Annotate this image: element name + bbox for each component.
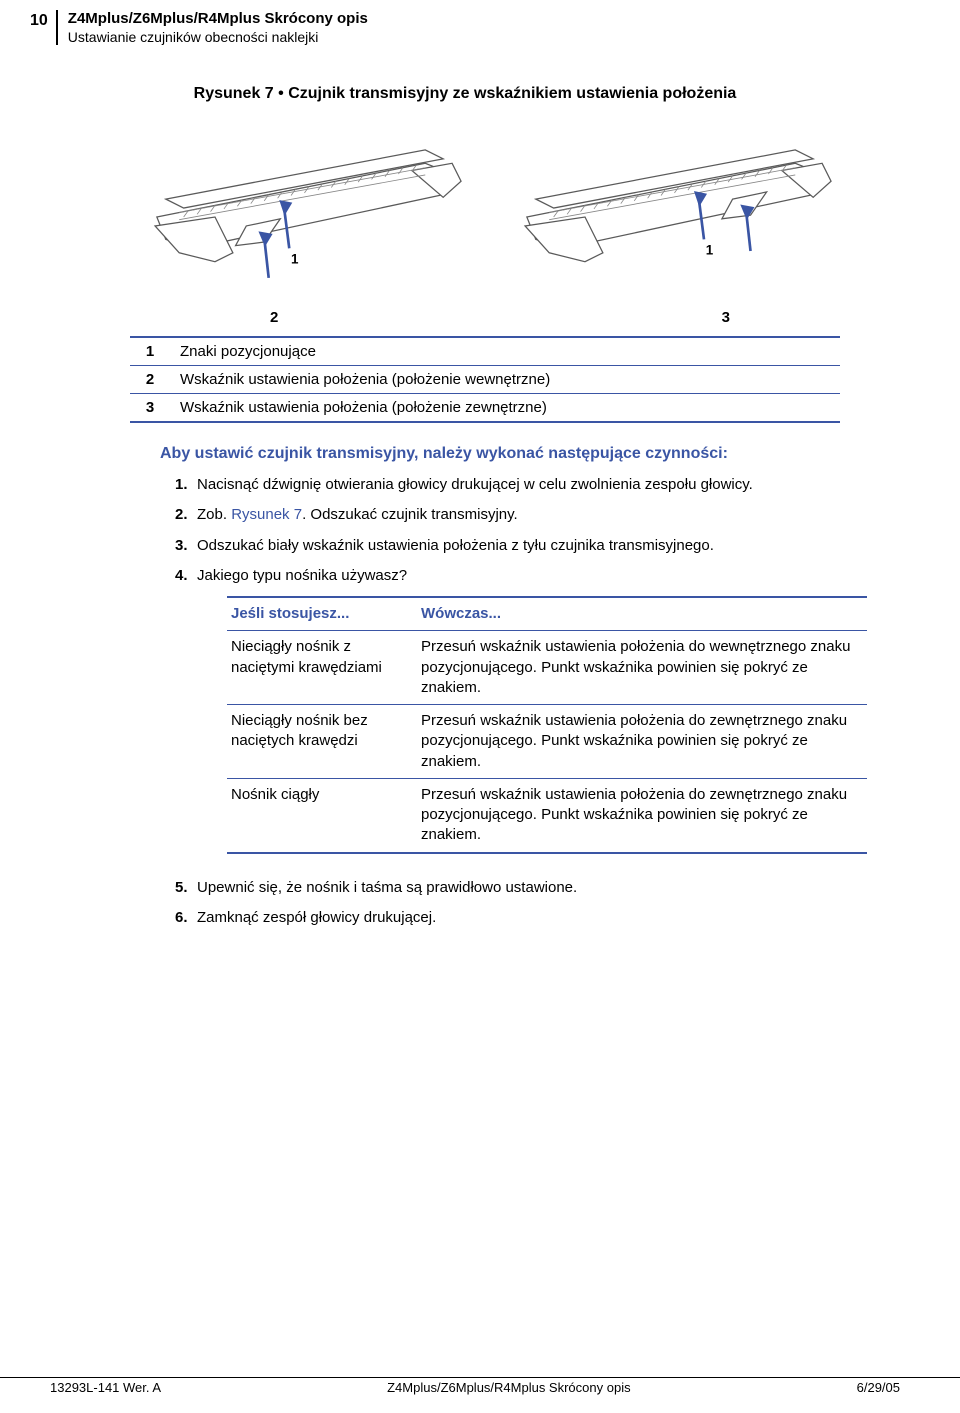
footer-left: 13293L-141 Wer. A bbox=[50, 1378, 161, 1395]
table-cell: Przesuń wskaźnik ustawienia położenia do… bbox=[417, 705, 867, 779]
table-cell: Przesuń wskaźnik ustawienia położenia do… bbox=[417, 778, 867, 852]
figure-title: Rysunek 7 • Czujnik transmisyjny ze wska… bbox=[30, 85, 900, 103]
table-cell: Nieciągły nośnik bez naciętych krawędzi bbox=[227, 705, 417, 779]
step-text: Zamknąć zespół głowicy drukującej. bbox=[197, 908, 840, 928]
page-number: 10 bbox=[30, 10, 56, 30]
step-suffix: . Odszukać czujnik transmisyjny. bbox=[302, 506, 518, 523]
legend-num: 2 bbox=[130, 366, 170, 394]
section-heading: Aby ustawić czujnik transmisyjny, należy… bbox=[160, 445, 900, 463]
figure-legend-table: 1 Znaki pozycjonujące 2 Wskaźnik ustawie… bbox=[130, 336, 840, 423]
step-text: Zob. Rysunek 7. Odszukać czujnik transmi… bbox=[197, 505, 840, 525]
list-item: 3. Odszukać biały wskaźnik ustawienia po… bbox=[175, 536, 840, 556]
list-item: 1. Nacisnąć dźwignię otwierania głowicy … bbox=[175, 475, 840, 495]
step-text: Upewnić się, że nośnik i taśma są prawid… bbox=[197, 878, 840, 898]
list-item: 6. Zamknąć zespół głowicy drukującej. bbox=[175, 908, 840, 928]
step-number: 5. bbox=[175, 878, 197, 898]
step-text: Odszukać biały wskaźnik ustawienia położ… bbox=[197, 536, 840, 556]
legend-num: 1 bbox=[130, 337, 170, 366]
document-subtitle: Ustawianie czujników obecności naklejki bbox=[68, 29, 368, 45]
table-cell: Przesuń wskaźnik ustawienia położenia do… bbox=[417, 631, 867, 705]
step-prefix: Zob. bbox=[197, 506, 231, 523]
table-header: Jeśli stosujesz... bbox=[227, 597, 417, 631]
sensor-diagram-icon: 1 bbox=[130, 117, 470, 317]
figure-diagrams: 1 bbox=[30, 117, 900, 326]
document-title: Z4Mplus/Z6Mplus/R4Mplus Skrócony opis bbox=[68, 10, 368, 27]
page-header: 10 Z4Mplus/Z6Mplus/R4Mplus Skrócony opis… bbox=[30, 10, 900, 45]
figure-cross-ref[interactable]: Rysunek 7 bbox=[231, 506, 302, 523]
legend-text: Wskaźnik ustawienia położenia (położenie… bbox=[170, 366, 840, 394]
step-number: 2. bbox=[175, 505, 197, 525]
diagram-left: 1 bbox=[130, 117, 470, 317]
legend-text: Wskaźnik ustawienia położenia (położenie… bbox=[170, 394, 840, 423]
step-number: 3. bbox=[175, 536, 197, 556]
step-number: 4. bbox=[175, 566, 197, 868]
table-cell: Nieciągły nośnik z naciętymi krawędziami bbox=[227, 631, 417, 705]
table-cell: Nośnik ciągły bbox=[227, 778, 417, 852]
footer-center: Z4Mplus/Z6Mplus/R4Mplus Skrócony opis bbox=[387, 1378, 630, 1395]
condition-table: Jeśli stosujesz... Wówczas... Nieciągły … bbox=[227, 596, 867, 854]
step-text: Jakiego typu nośnika używasz? bbox=[197, 566, 867, 586]
procedure-list: 1. Nacisnąć dźwignię otwierania głowicy … bbox=[175, 475, 840, 928]
step-number: 1. bbox=[175, 475, 197, 495]
step-number: 6. bbox=[175, 908, 197, 928]
diagram-right: 1 bbox=[500, 117, 840, 317]
footer-right: 6/29/05 bbox=[857, 1378, 900, 1395]
callout-label: 1 bbox=[291, 252, 299, 267]
table-header: Wówczas... bbox=[417, 597, 867, 631]
legend-text: Znaki pozycjonujące bbox=[170, 337, 840, 366]
list-item: 4. Jakiego typu nośnika używasz? Jeśli s… bbox=[175, 566, 840, 868]
page-footer: 13293L-141 Wer. A Z4Mplus/Z6Mplus/R4Mplu… bbox=[0, 1377, 960, 1395]
callout-label: 1 bbox=[706, 243, 714, 258]
legend-num: 3 bbox=[130, 394, 170, 423]
sensor-diagram-icon: 1 bbox=[500, 117, 840, 317]
list-item: 5. Upewnić się, że nośnik i taśma są pra… bbox=[175, 878, 840, 898]
list-item: 2. Zob. Rysunek 7. Odszukać czujnik tran… bbox=[175, 505, 840, 525]
step-text: Nacisnąć dźwignię otwierania głowicy dru… bbox=[197, 475, 840, 495]
